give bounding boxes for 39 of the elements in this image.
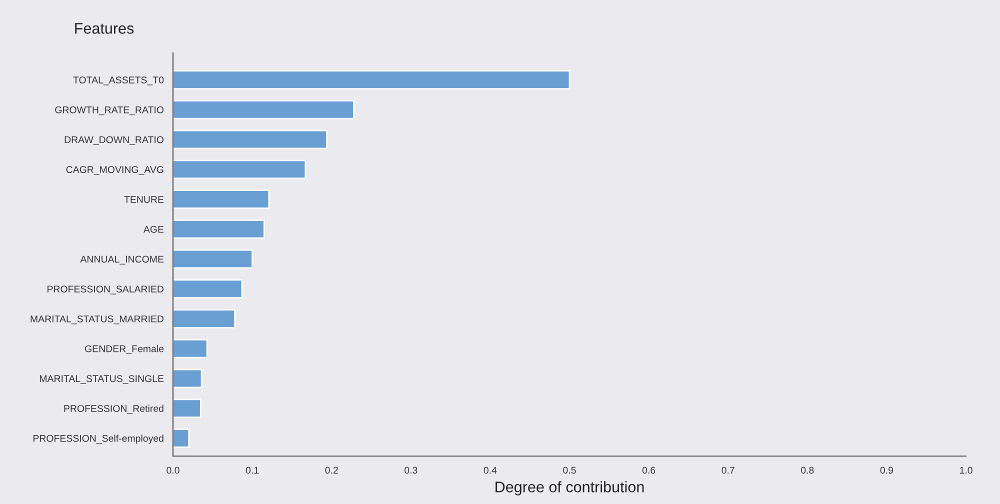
- bar: [173, 249, 253, 269]
- x-tick-label: 0.9: [880, 466, 893, 474]
- y-tick-label: CAGR_MOVING_AVG: [66, 166, 164, 175]
- y-tick-label: MARITAL_STATUS_SINGLE: [40, 375, 164, 384]
- bar: [173, 368, 202, 388]
- bar: [173, 130, 328, 150]
- bar: [173, 160, 306, 180]
- x-tick-label: 0.1: [246, 466, 259, 474]
- x-tick-label: 0.8: [801, 466, 814, 474]
- x-axis-title: Degree of contribution: [496, 481, 644, 496]
- x-tick-label: 0.3: [404, 466, 418, 474]
- bar: [173, 190, 270, 209]
- bar: [173, 279, 243, 299]
- y-tick-label: MARITAL_STATUS_MARRIED: [30, 315, 164, 324]
- y-tick-label: PROFESSION_Retired: [64, 404, 164, 414]
- bar: [173, 338, 208, 358]
- y-tick-label: AGE: [143, 226, 164, 233]
- bar: [173, 428, 190, 448]
- y-tick-label: PROFESSION_Self-employed: [33, 434, 164, 444]
- bar: [173, 100, 354, 120]
- x-tick-label: 0.7: [722, 466, 734, 474]
- y-tick-label: TENURE: [124, 196, 164, 203]
- x-tick-label: 1.0: [960, 466, 972, 474]
- bar: [173, 309, 236, 328]
- x-tick-label: 0.5: [563, 466, 576, 474]
- x-tick-label: 0.0: [166, 466, 180, 474]
- y-tick-label: TOTAL_ASSETS_T0: [73, 76, 164, 86]
- bar: [173, 398, 202, 418]
- y-tick-label: PROFESSION_SALARIED: [48, 286, 164, 294]
- x-tick-label: 0.2: [325, 466, 338, 474]
- bar: [173, 70, 570, 90]
- x-tick-label: 0.6: [642, 466, 656, 474]
- y-tick-label: GROWTH_RATE_RATIO: [55, 106, 164, 116]
- y-tick-label: DRAW_DOWN_RATIO: [64, 136, 164, 145]
- bar: [173, 219, 265, 239]
- y-tick-label: GENDER_Female: [85, 345, 164, 354]
- x-tick-label: 0.4: [484, 466, 497, 474]
- y-tick-label: ANNUAL_INCOME: [80, 256, 164, 264]
- y-axis-title: Features: [75, 23, 134, 34]
